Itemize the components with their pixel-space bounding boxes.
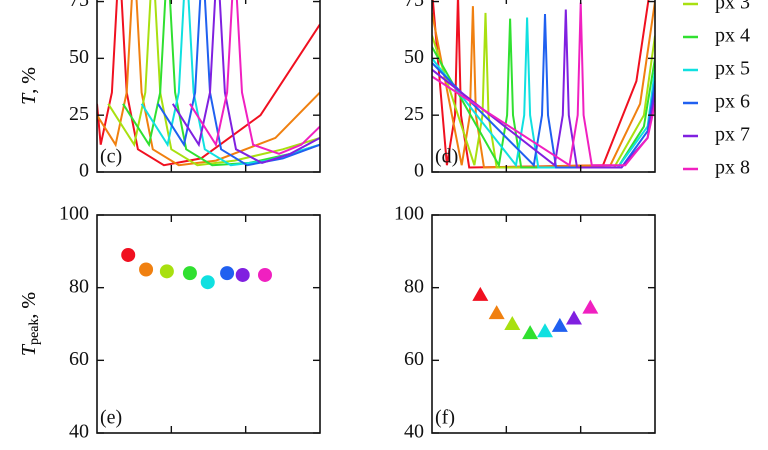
axes-frame <box>431 214 656 434</box>
marker <box>139 262 154 277</box>
axes-frame <box>431 0 656 173</box>
legend-label: px 8 <box>715 157 750 179</box>
marker <box>235 267 250 282</box>
panel-label: (c) <box>100 146 122 168</box>
curve <box>432 2 655 167</box>
y-tick-label: 0 <box>79 160 89 182</box>
curve <box>97 0 320 167</box>
curve <box>140 0 320 167</box>
marker <box>582 299 599 314</box>
y-label-unit: , % <box>18 67 40 94</box>
marker <box>536 323 553 338</box>
panel: 40 60 80 100 Tpeak, % (e) <box>18 203 321 443</box>
marker <box>159 264 174 279</box>
plot-area <box>97 0 320 167</box>
y-axis-label: Tpeak, % <box>18 292 43 356</box>
y-tick-label: 50 <box>404 46 424 68</box>
y-tick-label: 25 <box>69 103 89 125</box>
y-label-symbol: T <box>18 92 40 105</box>
curve <box>432 0 650 169</box>
plot-area <box>432 0 655 169</box>
y-axis-label: T, % <box>18 67 40 105</box>
y-tick-label: 80 <box>404 275 424 297</box>
y-tick-label: 100 <box>59 203 89 225</box>
marker <box>220 266 235 281</box>
y-label-unit: , % <box>18 67 40 94</box>
y-label-unit: , % <box>18 292 40 319</box>
panel-label: (e) <box>100 407 122 429</box>
marker <box>565 310 582 325</box>
legend: px 3 px 4 px 5 px 6 px 7 px 8 <box>683 0 750 179</box>
y-label-symbol: T <box>18 92 40 105</box>
curve <box>432 13 655 169</box>
y-tick-label: 60 <box>404 348 424 370</box>
curve <box>97 0 320 167</box>
y-label-symbol: T <box>18 343 40 356</box>
marker <box>472 286 489 301</box>
marker <box>551 317 568 332</box>
y-tick-label: 40 <box>69 421 89 443</box>
y-tick-label: 0 <box>414 160 424 182</box>
marker <box>182 266 197 281</box>
curve <box>189 0 320 155</box>
curve <box>122 0 320 167</box>
marker <box>488 305 505 320</box>
axes-frame <box>96 214 321 434</box>
legend-label: px 4 <box>715 25 750 47</box>
panel-label: (f) <box>435 407 455 429</box>
y-tick-label: 25 <box>404 103 424 125</box>
legend-label: px 3 <box>715 0 750 14</box>
y-axis-label: Tpeak, % <box>18 292 43 356</box>
curve <box>432 12 655 169</box>
legend-label: px 6 <box>715 91 750 113</box>
y-label-unit: , % <box>18 292 40 319</box>
y-label-symbol: T <box>18 343 40 356</box>
panel-label: (d) <box>435 146 458 168</box>
y-tick-label: 80 <box>69 275 89 297</box>
y-tick-label: 60 <box>69 348 89 370</box>
curve <box>432 17 655 169</box>
curve <box>171 0 320 164</box>
marker <box>257 267 272 282</box>
marker <box>522 325 539 340</box>
axes-frame <box>96 0 321 173</box>
y-label-subscript: peak <box>27 319 42 345</box>
marker <box>504 316 521 330</box>
y-tick-label: 40 <box>404 421 424 443</box>
curve <box>107 0 320 167</box>
panel: 0 25 50 75 T, % (d) <box>18 0 656 182</box>
y-axis-label: T, % <box>18 67 40 105</box>
y-tick-label: 75 <box>69 0 89 11</box>
y-tick-label: 75 <box>404 0 424 11</box>
panel: 0 25 50 75 T, % (c) <box>18 0 321 182</box>
marker <box>121 247 136 262</box>
y-label-subscript: peak <box>27 319 42 345</box>
legend-label: px 5 <box>715 58 750 80</box>
panel: 40 60 80 100 Tpeak, % (f) <box>18 203 656 443</box>
legend-label: px 7 <box>715 124 750 146</box>
marker <box>200 275 215 290</box>
y-tick-label: 50 <box>69 46 89 68</box>
y-tick-label: 100 <box>394 203 424 225</box>
